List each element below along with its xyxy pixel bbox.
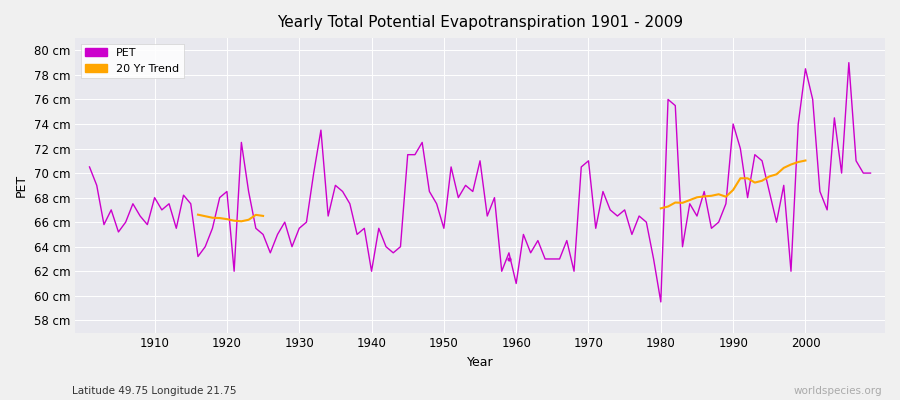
Text: worldspecies.org: worldspecies.org (794, 386, 882, 396)
Text: Latitude 49.75 Longitude 21.75: Latitude 49.75 Longitude 21.75 (72, 386, 237, 396)
Title: Yearly Total Potential Evapotranspiration 1901 - 2009: Yearly Total Potential Evapotranspiratio… (277, 15, 683, 30)
X-axis label: Year: Year (467, 356, 493, 369)
Y-axis label: PET: PET (15, 174, 28, 197)
Legend: PET, 20 Yr Trend: PET, 20 Yr Trend (81, 44, 184, 78)
